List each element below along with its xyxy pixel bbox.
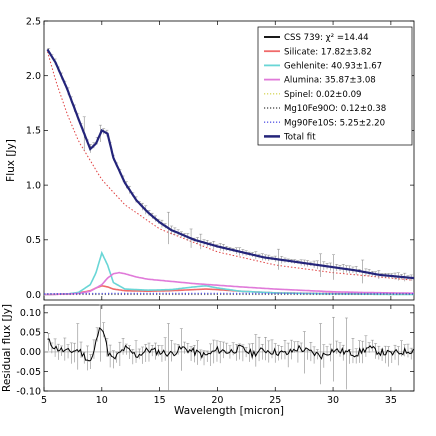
legend-label: Gehlenite: 40.93±1.67 bbox=[284, 62, 382, 72]
x-tick-label: 5 bbox=[41, 395, 47, 406]
gehlenite-line bbox=[44, 250, 414, 296]
flux-error-bars bbox=[47, 48, 413, 284]
y-tick-label: 0.5 bbox=[26, 235, 41, 246]
legend-label: Alumina: 35.87±3.08 bbox=[284, 76, 376, 86]
y-tick-label: 1.0 bbox=[26, 180, 41, 191]
y-tick-label: 0.00 bbox=[20, 347, 41, 358]
residual-panel-curves bbox=[44, 304, 414, 391]
residual-panel: 5 10 15 20 25 30 35 -0.10 -0.05 0.00 0.05 0.10 Resi… bbox=[1, 304, 415, 417]
legend-label: Silicate: 17.82±3.82 bbox=[284, 47, 372, 57]
residual-line bbox=[47, 327, 414, 362]
x-tick-label: 20 bbox=[211, 395, 223, 406]
continuum-curve bbox=[47, 51, 413, 281]
legend-label: Mg90Fe10S: 5.25±2.20 bbox=[284, 118, 385, 128]
flux-panel-frame bbox=[43, 20, 415, 301]
x-tick-label: 30 bbox=[327, 395, 339, 406]
y-tick-label: 2.0 bbox=[26, 71, 41, 82]
flux-panel-curves bbox=[44, 48, 415, 296]
y-tick-label: 1.5 bbox=[26, 126, 41, 137]
y-tick-label: -0.05 bbox=[16, 367, 41, 378]
residual-axis-label: Residual flux [Jy] bbox=[1, 304, 13, 392]
legend: CSS 739: χ² =14.44 Silicate: 17.82±3.82 Ge… bbox=[257, 26, 413, 146]
residual-panel-frame bbox=[43, 304, 415, 392]
total-fit-line bbox=[46, 48, 415, 280]
x-tick-label: 10 bbox=[96, 395, 108, 406]
x-tick-label: 35 bbox=[385, 395, 397, 406]
legend-items: CSS 739: χ² =14.44 Silicate: 17.82±3.82 Ge… bbox=[264, 33, 386, 143]
x-tick-label: 15 bbox=[154, 395, 166, 406]
legend-label: Spinel: 0.02±0.09 bbox=[284, 90, 362, 100]
legend-label: Mg10Fe90O: 0.12±0.38 bbox=[284, 104, 386, 114]
y-tick-label: 0.05 bbox=[20, 328, 41, 339]
legend-box bbox=[257, 26, 413, 146]
alumina-line bbox=[44, 271, 414, 296]
flux-axis-label: Flux [Jy] bbox=[5, 139, 17, 182]
flux-panel-ticks: 0.0 0.5 1.0 1.5 2.0 2.5 bbox=[26, 16, 414, 301]
x-tick-label: 25 bbox=[269, 395, 281, 406]
y-tick-label: 2.5 bbox=[26, 16, 41, 27]
legend-label: Total fit bbox=[283, 133, 316, 143]
wavelength-axis-label: Wavelength [micron] bbox=[174, 405, 284, 417]
y-tick-label: 0.10 bbox=[20, 308, 41, 319]
y-tick-label: 0.0 bbox=[26, 290, 41, 301]
flux-panel: 0.0 0.5 1.0 1.5 2.0 2.5 Flux [Jy] CSS 739: χ²… bbox=[5, 16, 415, 301]
residual-panel-ticks: 5 10 15 20 25 30 35 -0.10 -0.05 0.00 0.05 0.10 bbox=[16, 305, 414, 406]
legend-label: CSS 739: χ² =14.44 bbox=[284, 33, 369, 43]
residual-error-bars bbox=[47, 304, 413, 391]
y-tick-label: -0.10 bbox=[16, 386, 41, 397]
